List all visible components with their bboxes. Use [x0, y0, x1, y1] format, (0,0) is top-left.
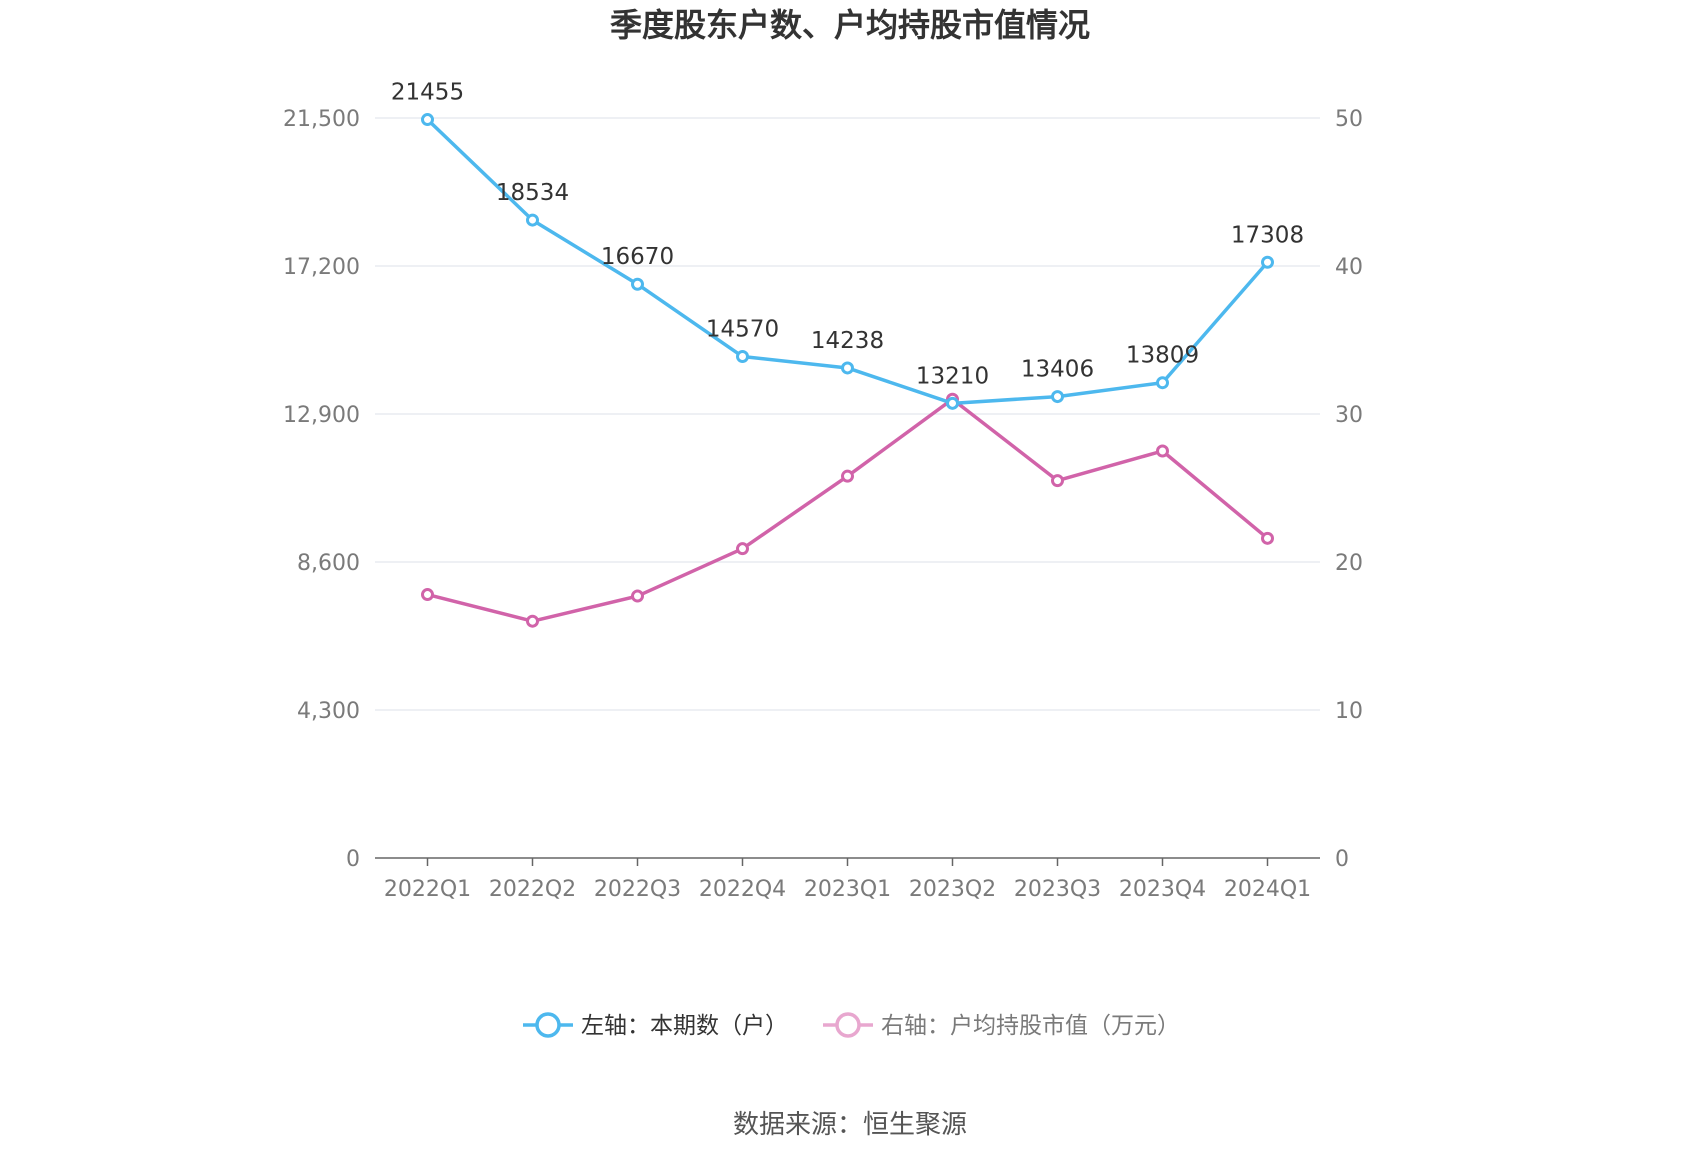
chart-title: 季度股东户数、户均持股市值情况: [610, 6, 1090, 44]
x-tick-label: 2023Q2: [909, 877, 996, 902]
holders-data-label: 16670: [601, 244, 674, 270]
holders-data-label: 21455: [391, 80, 464, 106]
x-tick-label: 2023Q3: [1014, 877, 1101, 902]
legend-label: 右轴：户均持股市值（万元）: [881, 1013, 1180, 1039]
right-tick-label: 20: [1335, 551, 1363, 576]
holders-data-label: 13406: [1021, 357, 1094, 383]
holders-data-label: 13809: [1126, 343, 1199, 369]
left-tick-label: 8,600: [297, 551, 360, 576]
holders-point: [631, 277, 644, 291]
holders-data-label: 17308: [1231, 222, 1304, 248]
left-tick-label: 17,200: [283, 255, 360, 280]
avg-value-point: [631, 589, 644, 603]
avg-value-line: [427, 397, 1269, 623]
right-tick-label: 30: [1335, 403, 1363, 428]
holders-data-label: 14570: [706, 317, 779, 343]
right-tick-label: 10: [1335, 699, 1363, 724]
holders-point: [946, 396, 959, 410]
left-tick-label: 21,500: [283, 107, 360, 132]
avg-value-point: [1261, 531, 1274, 545]
x-tick-label: 2022Q3: [594, 877, 681, 902]
avg-value-point: [736, 542, 749, 556]
avg-value-point: [421, 588, 434, 602]
holders-point: [421, 113, 434, 127]
right-tick-label: 40: [1335, 255, 1363, 280]
grid-lines: [375, 117, 1320, 711]
holders-point: [736, 350, 749, 364]
holders-point: [1156, 376, 1169, 390]
legend-item-avg-value[interactable]: 右轴：户均持股市值（万元）: [823, 1012, 1180, 1039]
data-labels: 21455 18534 16670 14570 14238 13210 13406 13809…: [391, 80, 1304, 390]
right-tick-label: 50: [1335, 107, 1363, 132]
left-axis: 0 4,300 8,600 12,900 17,200 21,500: [283, 107, 360, 872]
x-tick-label: 2023Q1: [804, 877, 891, 902]
legend-marker: [835, 1012, 861, 1038]
holders-data-label: 13210: [916, 363, 989, 389]
legend-item-holders[interactable]: 左轴：本期数（户）: [523, 1012, 788, 1039]
holders-point: [526, 213, 539, 227]
legend-label: 左轴：本期数（户）: [581, 1013, 788, 1039]
left-tick-label: 0: [346, 847, 360, 872]
x-tick-label: 2023Q4: [1119, 877, 1206, 902]
avg-value-point: [526, 614, 539, 628]
holders-point: [1051, 390, 1064, 404]
x-tick-label: 2022Q2: [489, 877, 576, 902]
left-tick-label: 4,300: [297, 699, 360, 724]
holders-point: [841, 361, 854, 375]
legend: 左轴：本期数（户） 右轴：户均持股市值（万元）: [523, 1012, 1180, 1039]
right-tick-label: 0: [1335, 847, 1349, 872]
x-tick-label: 2024Q1: [1224, 877, 1311, 902]
x-axis: 2022Q1 2022Q2 2022Q3 2022Q4 2023Q1 2023Q2 2023…: [375, 857, 1320, 902]
series-layer: [421, 113, 1274, 628]
x-tick-label: 2022Q1: [384, 877, 471, 902]
x-tick-label: 2022Q4: [699, 877, 786, 902]
holders-data-label: 18534: [496, 180, 569, 206]
holders-point: [1261, 255, 1274, 269]
holders-data-label: 14238: [811, 328, 884, 354]
left-tick-label: 12,900: [283, 403, 360, 428]
avg-value-point: [1051, 474, 1064, 488]
avg-value-point: [841, 469, 854, 483]
legend-marker: [535, 1012, 561, 1038]
avg-value-point: [1156, 444, 1169, 458]
data-source: 数据来源：恒生聚源: [733, 1110, 967, 1140]
right-axis: 0 10 20 30 40 50: [1335, 107, 1363, 872]
